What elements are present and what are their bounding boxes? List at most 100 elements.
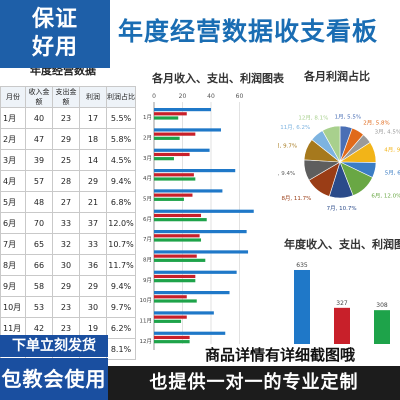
- table-cell: 66: [25, 254, 53, 276]
- bar: [154, 136, 180, 140]
- bar: [334, 307, 350, 348]
- table-cell: 14: [79, 149, 107, 171]
- guarantee-badge: 保证 好用: [0, 0, 110, 68]
- y-tick-label: 1月: [143, 114, 152, 121]
- table-row: 11月 42 23 19 6.2%: [0, 317, 136, 339]
- x-tick-label: 60: [236, 93, 244, 100]
- annual-bar-chart-title: 年度收入、支出、利润图表: [284, 238, 400, 251]
- pie-data-label: 12月, 8.1%: [298, 114, 328, 121]
- table-header-cell: 月份: [0, 86, 26, 108]
- table-cell: 18: [79, 128, 107, 150]
- page-title: 年度经营数据收支看板: [118, 17, 379, 46]
- bar: [154, 218, 207, 222]
- table-cell: 6.2%: [106, 317, 136, 339]
- bar: [154, 279, 196, 283]
- bar: [154, 340, 190, 344]
- bar: [154, 274, 196, 279]
- bar-value-label: 635: [296, 262, 308, 269]
- table-header-cell: 利润: [79, 86, 107, 108]
- table-header-cell: 利润占比: [106, 86, 136, 108]
- y-tick-label: 4月: [143, 175, 152, 182]
- pie-data-label: 4月, 9.4%: [384, 146, 400, 153]
- table-cell: 6.8%: [106, 191, 136, 213]
- table-cell: 9.4%: [106, 170, 136, 192]
- table-row: 7月 65 32 33 10.7%: [0, 233, 136, 255]
- bar: [374, 310, 390, 348]
- x-tick-label: 40: [207, 93, 215, 100]
- bar: [154, 331, 226, 335]
- y-tick-label: 9月: [143, 277, 152, 284]
- pie-data-label: 9月, 9.4%: [278, 170, 295, 177]
- pie-slice: [322, 125, 341, 164]
- bar: [154, 234, 200, 238]
- table-cell: 5.8%: [106, 128, 136, 150]
- table-cell: 23: [52, 296, 80, 318]
- pie-data-label: 7月, 10.7%: [327, 205, 357, 212]
- table-cell: 30: [52, 254, 80, 276]
- table-cell: 57: [25, 170, 53, 192]
- table-cell: 9.7%: [106, 296, 136, 318]
- table-cell: 29: [79, 275, 107, 297]
- table-cell: 11.7%: [106, 254, 136, 276]
- pie-data-label: 2月, 5.8%: [363, 119, 389, 126]
- profit-pie-chart-panel: 各月利润占比 1月, 5.5%2月, 5.8% 3月, 4.5% 4月, 9.4% 5…: [267, 66, 400, 226]
- y-tick-label: 3月: [143, 155, 152, 162]
- profit-pie-chart-title: 各月利润占比: [304, 70, 370, 83]
- pie-data-label: 8月, 11.7%: [281, 195, 311, 202]
- table-row: 4月 57 28 29 9.4%: [0, 170, 136, 192]
- monthly-bar-chart: 0 20 40 60 1月 2月 3月 4月 5月 6月 7月 8月 9月 10月 11月 12月: [140, 93, 254, 350]
- table-cell: 6月: [0, 212, 26, 234]
- table-cell: 33: [52, 212, 80, 234]
- table-cell: 29: [79, 170, 107, 192]
- table-header-cell: 收入金额: [25, 86, 53, 108]
- table-cell: 4.5%: [106, 149, 136, 171]
- pie-data-label: 6月, 12.0%: [371, 193, 400, 200]
- table-cell: 21: [79, 191, 107, 213]
- table-cell: 48: [25, 191, 53, 213]
- promo-ship-banner: 下单立刻发货: [0, 335, 108, 357]
- bar: [154, 177, 196, 181]
- bar: [154, 157, 174, 161]
- pie-data-label: 11月, 6.2%: [280, 124, 310, 131]
- promo-custom-banner: 也提供一对一的专业定制: [108, 366, 400, 400]
- bar: [154, 270, 237, 274]
- y-tick-label: 10月: [140, 297, 152, 304]
- y-tick-label: 11月: [140, 318, 152, 325]
- bar: [154, 230, 247, 234]
- table-cell: 70: [25, 212, 53, 234]
- table-cell: 65: [25, 233, 53, 255]
- table-cell: 25: [52, 149, 80, 171]
- bar: [154, 335, 190, 340]
- table-cell: 5.5%: [106, 107, 136, 129]
- bar: [294, 269, 310, 348]
- bar: [154, 128, 221, 132]
- bar: [154, 132, 196, 136]
- bar: [154, 169, 236, 173]
- y-tick-label: 12月: [140, 338, 152, 345]
- table-header-row: 月份 收入金额 支出金额 利润 利润占比: [0, 86, 136, 108]
- table-cell: 2月: [0, 128, 26, 150]
- bar: [154, 193, 193, 197]
- table-cell: 47: [25, 128, 53, 150]
- bar: [154, 238, 202, 242]
- table-body: 1月 40 23 17 5.5% 2月 47 29 18 5.8% 3月 39 25 14 4.5% 4月 57…: [0, 107, 136, 360]
- badge-line-1: 保证: [31, 7, 78, 32]
- table-cell: 58: [25, 275, 53, 297]
- bar: [154, 112, 187, 116]
- profit-pie-chart: 1月, 5.5%2月, 5.8% 3月, 4.5% 4月, 9.4% 5月, 6.8%…: [267, 114, 400, 212]
- bar: [154, 116, 179, 120]
- table-cell: 3月: [0, 149, 26, 171]
- table-cell: 36: [79, 254, 107, 276]
- table-row: 1月 40 23 17 5.5%: [0, 107, 136, 129]
- table-cell: 12.0%: [106, 212, 136, 234]
- table-cell: 53: [25, 296, 53, 318]
- table-cell: 29: [52, 128, 80, 150]
- pie-data-label: 5月, 6.8%: [385, 169, 400, 176]
- table-cell: 39: [25, 149, 53, 171]
- bar: [154, 173, 194, 177]
- table-cell: 27: [52, 191, 80, 213]
- bar: [154, 152, 190, 157]
- table-cell: 9月: [0, 275, 26, 297]
- bar: [154, 315, 187, 319]
- table-cell: 7月: [0, 233, 26, 255]
